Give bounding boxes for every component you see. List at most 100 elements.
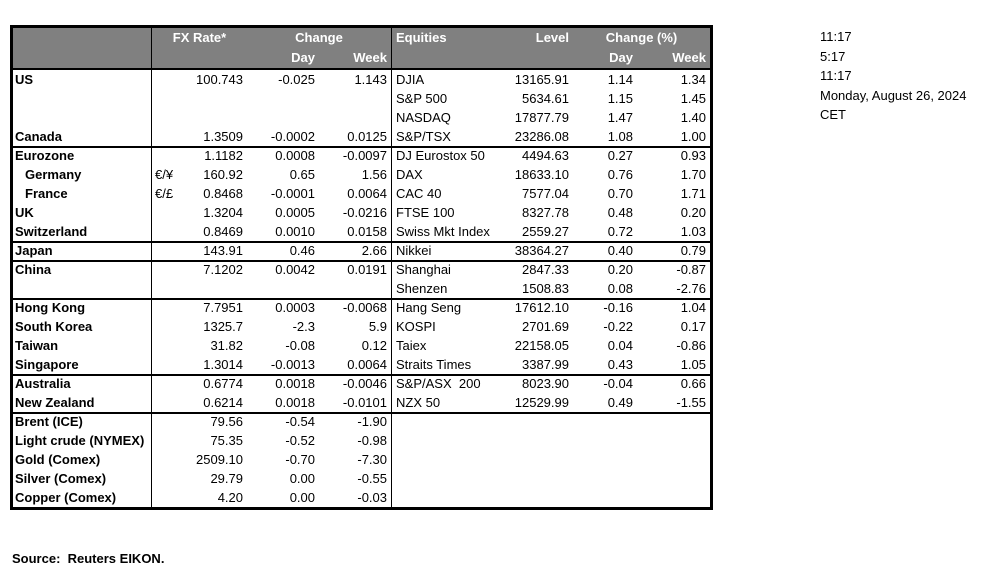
row-label: Canada — [15, 129, 64, 144]
equity-change-week: 0.20 — [680, 205, 706, 220]
fx-rate: 1.3204 — [203, 205, 243, 220]
fx-pair — [151, 203, 181, 222]
table-row: Brent (ICE) 79.56 -0.54 -1.90 — [13, 412, 710, 431]
equity-change-day — [573, 431, 637, 450]
row-label: Japan — [15, 243, 55, 258]
fx-rate: 143.91 — [203, 243, 243, 258]
header-empty-cell — [493, 48, 573, 68]
row-label-cell: Taiwan — [13, 336, 151, 355]
equity-name: FTSE 100 — [391, 203, 493, 222]
header-fx-day: Day — [291, 50, 315, 65]
fx-rate: 0.8469 — [203, 224, 243, 239]
equity-change-week — [637, 431, 710, 450]
fx-pair — [151, 70, 181, 89]
equity-change-week: 0.17 — [680, 319, 706, 334]
fx-change-week: -0.0101 — [342, 395, 387, 410]
fx-rate: 31.82 — [210, 338, 243, 353]
table-body: US 100.743 -0.025 1.143 DJIA 13165.91 1.… — [13, 70, 710, 507]
equity-level — [493, 412, 573, 431]
equity-level — [493, 431, 573, 450]
datetime-line: 11:17 — [820, 29, 852, 44]
row-label-cell: US — [13, 70, 151, 89]
row-label — [15, 91, 17, 106]
fx-change-day — [247, 279, 319, 298]
fx-pair — [151, 241, 181, 260]
equity-level: 12529.99 — [514, 395, 569, 410]
table-row: Copper (Comex) 4.20 0.00 -0.03 — [13, 488, 710, 507]
header-empty-cell — [391, 48, 493, 68]
row-label-cell: Gold (Comex) — [13, 450, 151, 469]
row-label-cell: Light crude (NYMEX) — [13, 431, 151, 450]
equity-change-day: 0.76 — [607, 167, 633, 182]
equity-change-week — [637, 412, 710, 431]
equity-name: DAX — [391, 165, 493, 184]
equity-change-week: 0.79 — [680, 243, 706, 258]
row-label-cell: Hong Kong — [13, 298, 151, 317]
row-label: Silver (Comex) — [15, 471, 109, 486]
fx-change-day: -0.025 — [278, 72, 315, 87]
fx-rate: 1.3509 — [203, 129, 243, 144]
equity-name: DJ Eurostox 50 — [391, 146, 493, 165]
header-fx-week: Week — [353, 50, 387, 65]
fx-change-week: 0.0191 — [347, 262, 387, 277]
datetime-line: Monday, August 26, 2024 — [820, 87, 967, 103]
row-label-cell: New Zealand — [13, 393, 151, 412]
header-fx-change: Change — [295, 30, 343, 45]
row-label-cell: China — [13, 260, 151, 279]
datetime-line: 5:17 — [820, 48, 846, 64]
fx-change-week — [319, 108, 391, 127]
table-row: Eurozone 1.1182 0.0008 -0.0097 DJ Eurost… — [13, 146, 710, 165]
header-empty-cell — [13, 48, 151, 68]
equity-change-day — [573, 488, 637, 507]
equity-change-day: 0.20 — [607, 262, 633, 277]
table-row: Singapore 1.3014 -0.0013 0.0064 Straits … — [13, 355, 710, 374]
equity-level: 3387.99 — [522, 357, 569, 372]
table-row: South Korea 1325.7 -2.3 5.9 KOSPI 2701.6… — [13, 317, 710, 336]
row-label-cell: Canada — [13, 127, 151, 146]
row-label: Brent (ICE) — [15, 414, 85, 429]
row-label — [15, 110, 17, 125]
fx-pair: €/£ — [151, 184, 181, 203]
table-row: Shenzen 1508.83 0.08 -2.76 — [13, 279, 710, 298]
fx-pair — [151, 374, 181, 393]
equity-name: S&P/ASX 200 — [391, 374, 493, 393]
equity-change-week: 0.66 — [680, 376, 706, 391]
datetime-line: CET — [820, 107, 846, 122]
row-label-cell: Australia — [13, 374, 151, 393]
fx-change-week: 5.9 — [368, 319, 387, 334]
header-eq-day: Day — [609, 50, 633, 65]
header-change-pct: Change (%) — [605, 30, 678, 45]
equity-change-week: -0.86 — [676, 338, 706, 353]
row-label: Taiwan — [15, 338, 61, 353]
fx-rate: 0.8468 — [203, 186, 243, 201]
fx-pair — [151, 127, 181, 146]
equity-level: 22158.05 — [514, 338, 569, 353]
header-row-2: Day Week Day Week — [13, 48, 710, 68]
equity-level: 17877.79 — [514, 110, 569, 125]
fx-change-week: -7.30 — [357, 452, 387, 467]
fx-change-week: -0.0068 — [342, 300, 387, 315]
datetime-line: 11:17 — [820, 68, 852, 83]
equity-level — [493, 488, 573, 507]
row-label: Switzerland — [15, 224, 90, 239]
equity-change-day: 0.40 — [607, 243, 633, 258]
fx-rate: 0.6214 — [203, 395, 243, 410]
equity-level — [493, 469, 573, 488]
fx-rate — [181, 108, 247, 127]
row-label: Eurozone — [15, 148, 77, 163]
fx-pair — [151, 279, 181, 298]
equity-change-week — [637, 450, 710, 469]
equity-level: 2559.27 — [522, 224, 569, 239]
fx-pair — [151, 393, 181, 412]
equity-change-week: 1.34 — [680, 72, 706, 87]
equity-change-day: -0.22 — [603, 319, 633, 334]
fx-change-week — [319, 279, 391, 298]
row-label-cell: France — [13, 184, 151, 203]
equity-change-day: 1.47 — [607, 110, 633, 125]
fx-rate: 1.1182 — [204, 148, 243, 163]
equity-name: Hang Seng — [391, 298, 493, 317]
fx-change-week: 1.143 — [354, 72, 387, 87]
fx-change-day: 0.46 — [289, 243, 315, 258]
row-label: Germany — [25, 167, 84, 182]
source-line: Source: Reuters EIKON. — [12, 551, 165, 566]
